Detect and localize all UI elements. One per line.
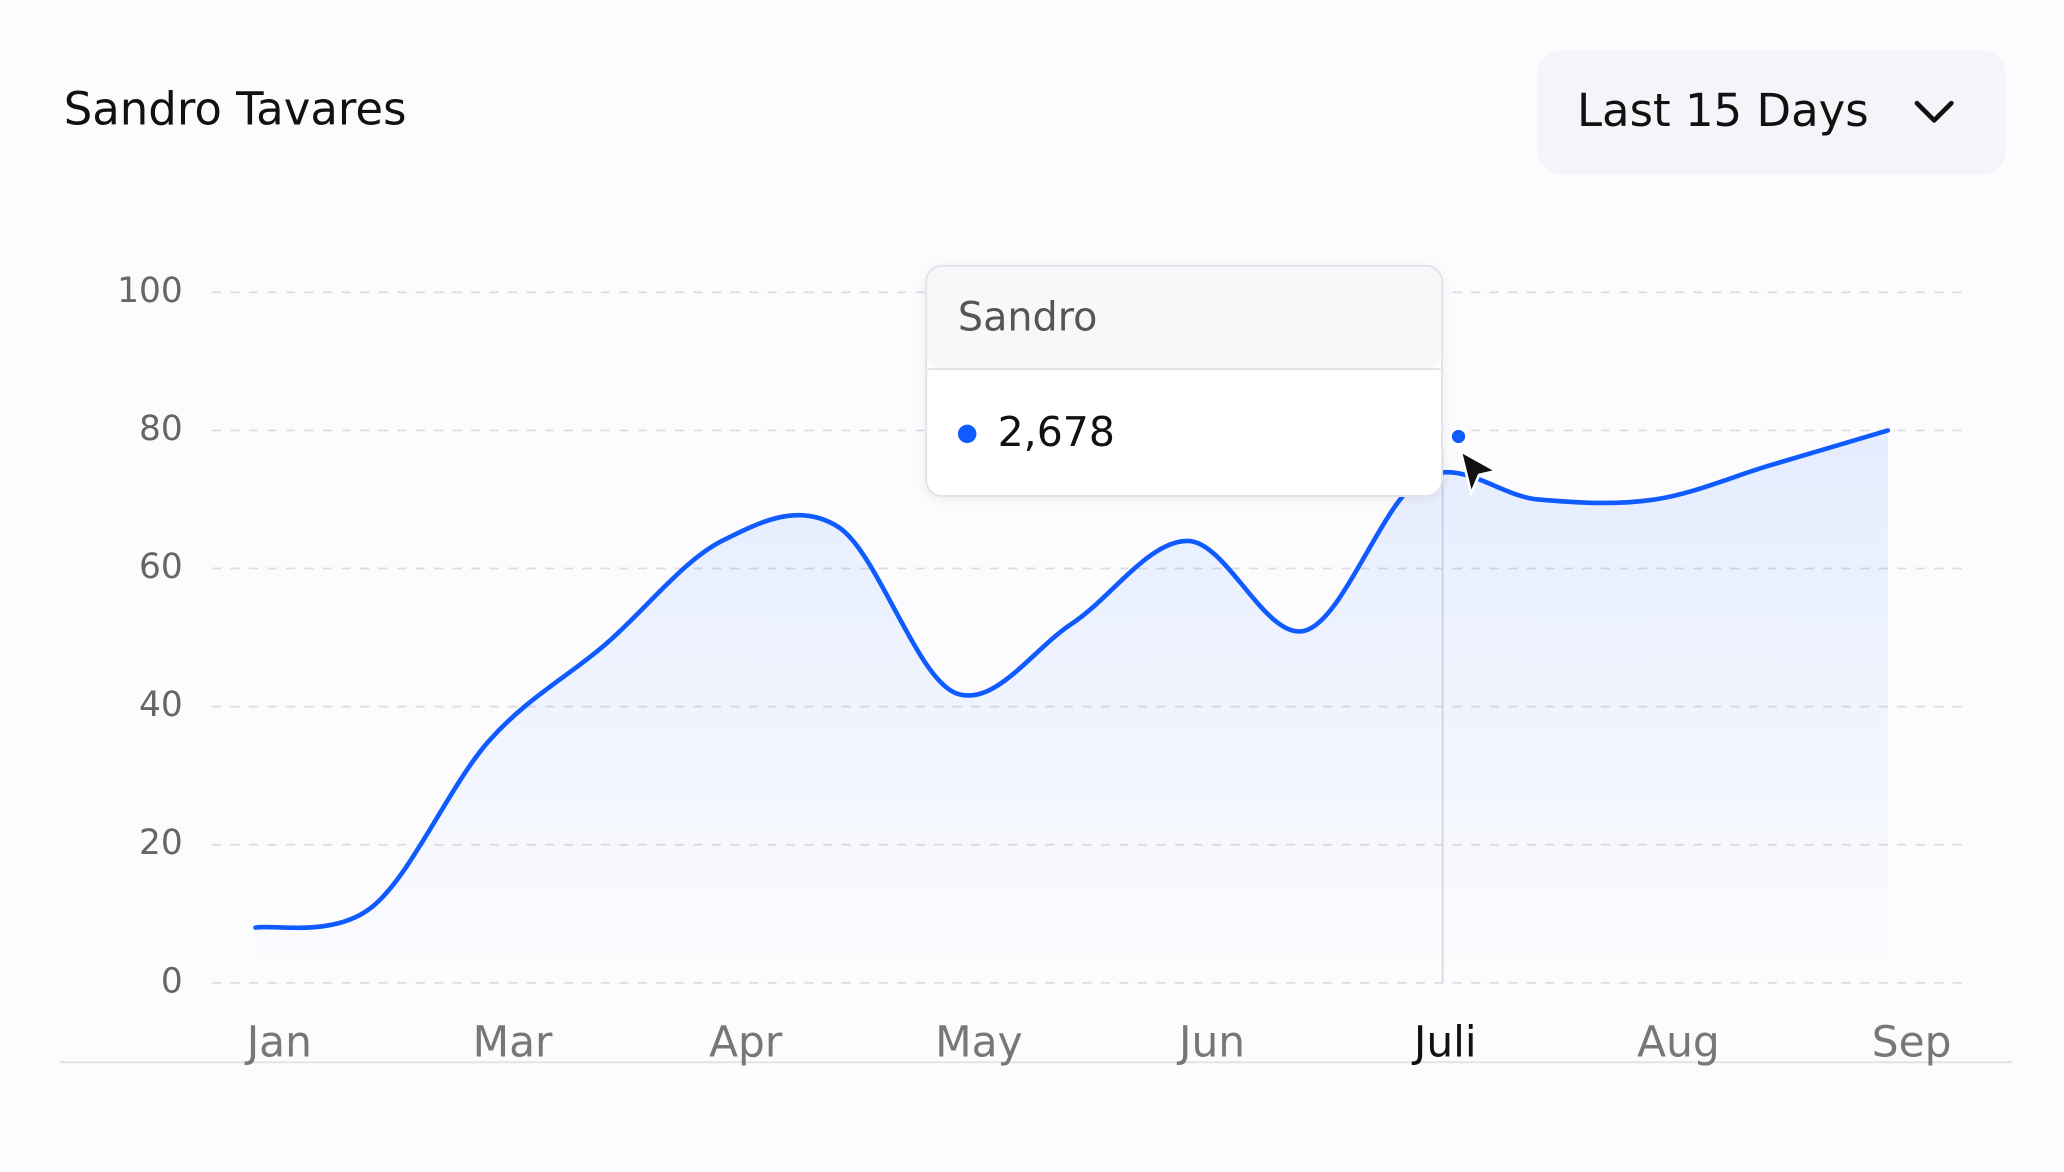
y-tick-label: 20 bbox=[139, 823, 183, 863]
tooltip-swatch bbox=[957, 424, 977, 444]
hover-point bbox=[1449, 427, 1468, 446]
y-tick-label: 0 bbox=[161, 961, 183, 1001]
y-tick-label: 40 bbox=[139, 685, 183, 725]
tooltip-title: Sandro bbox=[958, 295, 1098, 341]
line bbox=[253, 428, 1891, 931]
card-title: Sandro Tavares bbox=[64, 82, 407, 135]
range-dropdown[interactable]: Last 15 Days bbox=[1537, 50, 2006, 175]
x-tick-label: Aug bbox=[1637, 1018, 1720, 1067]
x-tick-label: Apr bbox=[709, 1018, 783, 1067]
x-tick-label: Juli bbox=[1411, 1018, 1477, 1067]
y-tick-label: 100 bbox=[117, 271, 183, 311]
y-tick-label: 80 bbox=[139, 409, 183, 449]
tooltip: Sandro 2,678 bbox=[925, 264, 1444, 498]
x-tick-label: Jun bbox=[1176, 1018, 1245, 1067]
x-tick-label: Sep bbox=[1872, 1018, 1952, 1067]
tooltip-header bbox=[927, 267, 1441, 370]
x-tick-label: May bbox=[935, 1018, 1022, 1067]
mouse-cursor bbox=[1458, 448, 1500, 498]
dropdown-label[interactable]: Last 15 Days bbox=[1577, 84, 1869, 137]
tooltip-value: 2,678 bbox=[998, 408, 1115, 456]
x-tick-label: Mar bbox=[473, 1018, 553, 1067]
y-tick-label: 60 bbox=[139, 547, 183, 587]
x-tick-label: Jan bbox=[244, 1018, 312, 1067]
dropdown-box[interactable] bbox=[1537, 50, 2006, 175]
dropdown-chevron[interactable] bbox=[1914, 100, 1954, 123]
area bbox=[255, 430, 1888, 983]
